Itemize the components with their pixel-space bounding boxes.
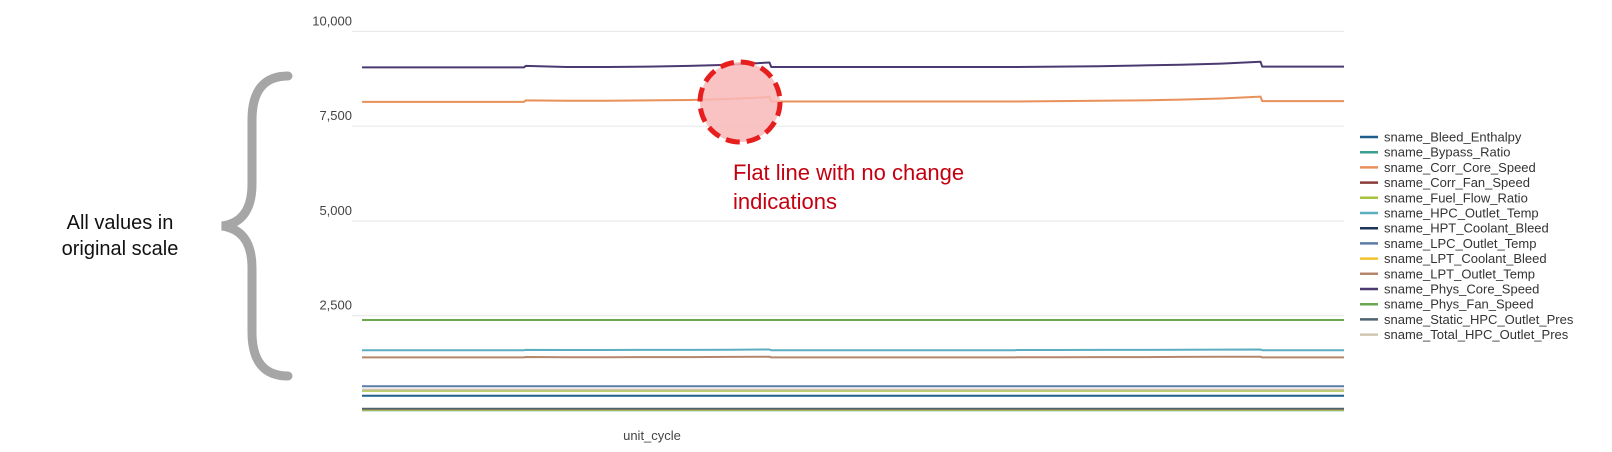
series-line-sname-corr-core-speed [362,95,1344,103]
legend-item[interactable]: sname_LPT_Coolant_Bleed [1360,251,1547,266]
y-tick-label: 10,000 [312,13,352,28]
x-axis-label: unit_cycle [623,428,681,443]
legend: sname_Bleed_Enthalpysname_Bypass_Ratiosn… [1360,130,1574,342]
legend-item[interactable]: sname_LPT_Outlet_Temp [1360,266,1535,281]
highlight-circle [697,59,783,145]
gridlines [352,30,1344,317]
legend-label: sname_Phys_Core_Speed [1384,282,1539,297]
callout-text: Flat line with no change indications [733,160,965,214]
legend-label: sname_LPT_Coolant_Bleed [1384,251,1547,266]
series-line-sname-phys-core-speed [362,60,1344,69]
legend-label: sname_LPT_Outlet_Temp [1384,266,1535,281]
side-note-text: All values in original scale [61,212,179,260]
legend-item[interactable]: sname_Bypass_Ratio [1360,145,1510,160]
legend-label: sname_Total_HPC_Outlet_Pres [1384,327,1569,342]
legend-label: sname_Bypass_Ratio [1384,145,1510,160]
legend-item[interactable]: sname_HPC_Outlet_Temp [1360,206,1539,221]
series-lines [362,60,1344,412]
legend-item[interactable]: sname_Corr_Fan_Speed [1360,175,1530,190]
y-axis-tick-labels: 10,000 7,500 5,000 2,500 [312,13,352,312]
y-tick-label: 2,500 [319,298,352,313]
legend-item[interactable]: sname_HPT_Coolant_Bleed [1360,221,1549,236]
legend-item[interactable]: sname_Static_HPC_Outlet_Pres [1360,312,1574,327]
legend-item[interactable]: sname_Phys_Fan_Speed [1360,297,1534,312]
series-line-sname-hpc-outlet-temp [362,348,1344,352]
legend-item[interactable]: sname_Phys_Core_Speed [1360,282,1539,297]
y-tick-label: 5,000 [319,203,352,218]
legend-label: sname_Bleed_Enthalpy [1384,130,1522,145]
legend-item[interactable]: sname_Fuel_Flow_Ratio [1360,190,1528,205]
legend-label: sname_Phys_Fan_Speed [1384,297,1534,312]
legend-label: sname_HPC_Outlet_Temp [1384,206,1539,221]
legend-label: sname_LPC_Outlet_Temp [1384,236,1536,251]
legend-item[interactable]: sname_Bleed_Enthalpy [1360,130,1522,145]
legend-label: sname_HPT_Coolant_Bleed [1384,221,1549,236]
legend-item[interactable]: sname_Total_HPC_Outlet_Pres [1360,327,1569,342]
legend-label: sname_Fuel_Flow_Ratio [1384,190,1528,205]
legend-label: sname_Static_HPC_Outlet_Pres [1384,312,1574,327]
y-tick-label: 7,500 [319,108,352,123]
series-line-sname-lpt-outlet-temp [362,355,1344,359]
legend-item[interactable]: sname_LPC_Outlet_Temp [1360,236,1536,251]
legend-label: sname_Corr_Fan_Speed [1384,175,1530,190]
legend-label: sname_Corr_Core_Speed [1384,160,1536,175]
curly-brace-icon [221,71,293,381]
legend-item[interactable]: sname_Corr_Core_Speed [1360,160,1536,175]
